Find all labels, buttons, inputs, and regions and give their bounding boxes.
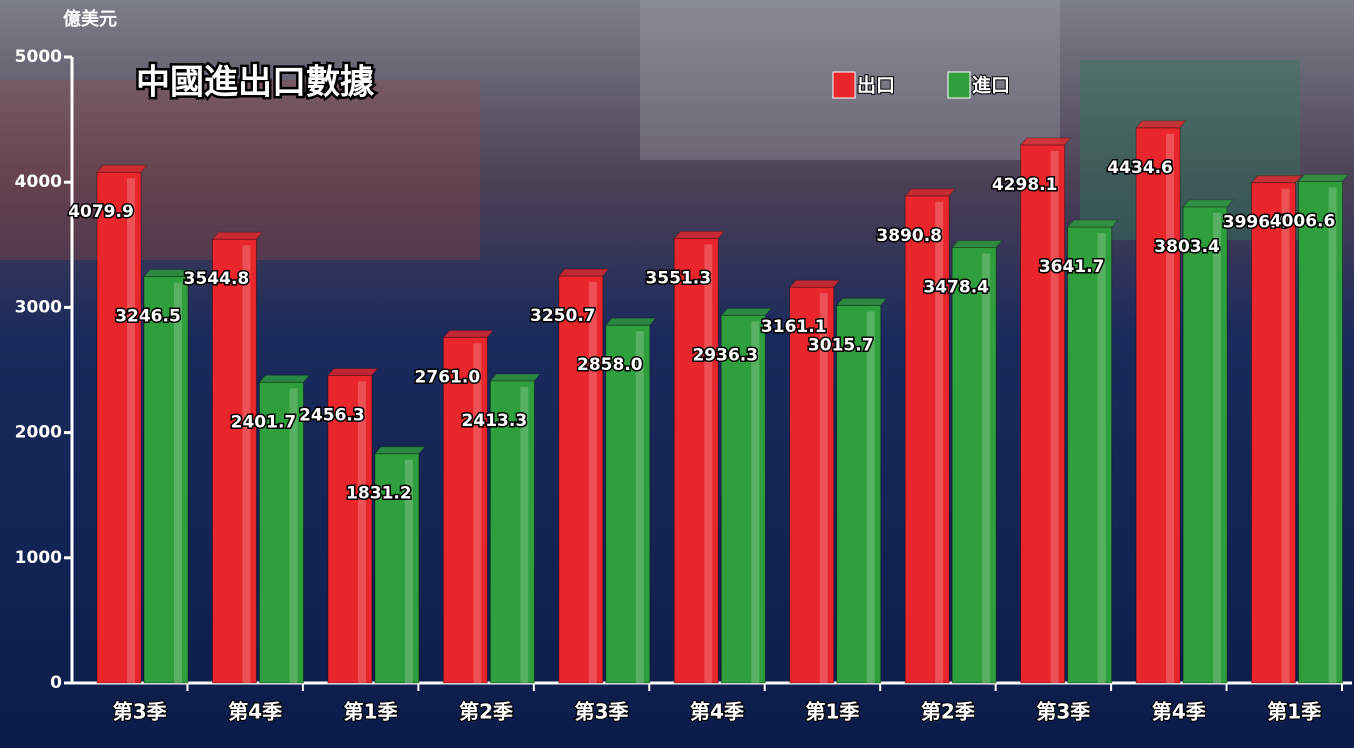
bar-cap: [443, 330, 493, 337]
bar-cap: [721, 308, 771, 315]
value-label: 3250.7: [530, 306, 596, 326]
y-tick-label: 2000: [15, 423, 62, 443]
bar-highlight: [473, 343, 481, 683]
value-label: 4298.1: [992, 175, 1058, 195]
bar-highlight: [289, 388, 297, 683]
x-tick-label: 第2季: [921, 700, 975, 724]
x-tick-label: 第1季: [1267, 700, 1321, 724]
value-label: 3015.7: [808, 335, 874, 355]
bar-highlight: [935, 202, 943, 683]
y-tick-label: 5000: [15, 47, 62, 67]
value-label: 2936.3: [692, 345, 758, 365]
bar-cap: [1299, 174, 1349, 181]
bar-highlight: [1166, 134, 1174, 683]
chart: 億美元 中國進出口數據 0 1000 2000 3000 4000 5000 第3季 第4季 第…: [0, 0, 1354, 748]
legend-swatch: [833, 72, 855, 98]
bar-cap: [375, 447, 425, 454]
bar-highlight: [1051, 151, 1059, 683]
bar-highlight: [358, 381, 366, 683]
y-tick-label: 1000: [15, 548, 62, 568]
x-tick-label: 第1季: [344, 700, 398, 724]
bar-highlight: [1213, 213, 1221, 683]
bar-highlight: [1329, 187, 1337, 683]
legend-label: 進口: [972, 75, 1010, 97]
bar-cap: [952, 241, 1002, 248]
bar-cap: [674, 231, 724, 238]
x-tick-label: 第4季: [228, 700, 282, 724]
value-label: 3478.4: [923, 278, 989, 298]
x-tick-label: 第3季: [575, 700, 629, 724]
x-tick-label: 第3季: [113, 700, 167, 724]
x-tick-label: 第4季: [690, 700, 744, 724]
bar-cap: [1136, 121, 1186, 128]
page: {"chart_data": {"type": "bar", "title": …: [0, 0, 1354, 748]
value-label: 3161.1: [761, 317, 827, 337]
y-tick-label: 3000: [15, 297, 62, 317]
bar-highlight: [982, 254, 990, 683]
chart-title: 中國進出口數據: [136, 63, 375, 103]
bar-cap: [328, 368, 378, 375]
bar-highlight: [867, 311, 875, 683]
bar-cap: [97, 165, 147, 172]
value-label: 4006.6: [1270, 211, 1336, 231]
legend-label: 出口: [857, 74, 895, 97]
bar-cap: [259, 375, 309, 382]
bar-cap: [212, 232, 262, 239]
bar-cap: [559, 269, 609, 276]
bar-cap: [606, 318, 656, 325]
legend-swatch: [948, 72, 970, 98]
bar-highlight: [174, 283, 182, 683]
value-label: 4434.6: [1107, 158, 1173, 178]
value-label: 2858.0: [577, 355, 643, 375]
value-label: 2761.0: [415, 367, 481, 387]
value-label: 3246.5: [115, 307, 181, 327]
bar-highlight: [1282, 189, 1290, 683]
bar-highlight: [127, 178, 135, 683]
value-label: 1831.2: [346, 484, 412, 504]
bar-highlight: [636, 331, 644, 683]
value-label: 3641.7: [1039, 257, 1105, 277]
bar-highlight: [520, 387, 528, 683]
value-label: 3551.3: [645, 268, 711, 288]
x-tick-label: 第2季: [459, 700, 513, 724]
bar-cap: [790, 280, 840, 287]
value-label: 2413.3: [462, 411, 528, 431]
bar-highlight: [242, 245, 250, 683]
value-label: 3890.8: [876, 226, 942, 246]
value-label: 3803.4: [1154, 237, 1220, 257]
x-tick-label: 第3季: [1036, 700, 1090, 724]
bar-cap: [490, 374, 540, 381]
value-label: 4079.9: [68, 202, 134, 222]
value-label: 2401.7: [231, 412, 297, 432]
y-tick-label: 0: [50, 673, 62, 693]
y-tick-label: 4000: [15, 172, 62, 192]
x-tick-label: 第4季: [1152, 700, 1206, 724]
bar-cap: [1068, 220, 1118, 227]
x-tick-label: 第1季: [805, 700, 859, 724]
bar-cap: [1183, 200, 1233, 207]
bar-highlight: [751, 321, 759, 683]
bar-highlight: [1098, 233, 1106, 683]
value-label: 2456.3: [299, 405, 365, 425]
bar-cap: [1021, 138, 1071, 145]
value-label: 3544.8: [184, 269, 250, 289]
bar-cap: [1252, 176, 1302, 183]
bar-cap: [837, 298, 887, 305]
y-axis-label: 億美元: [63, 8, 117, 30]
bar-cap: [905, 189, 955, 196]
bar-highlight: [589, 282, 597, 683]
bar-highlight: [704, 244, 712, 683]
